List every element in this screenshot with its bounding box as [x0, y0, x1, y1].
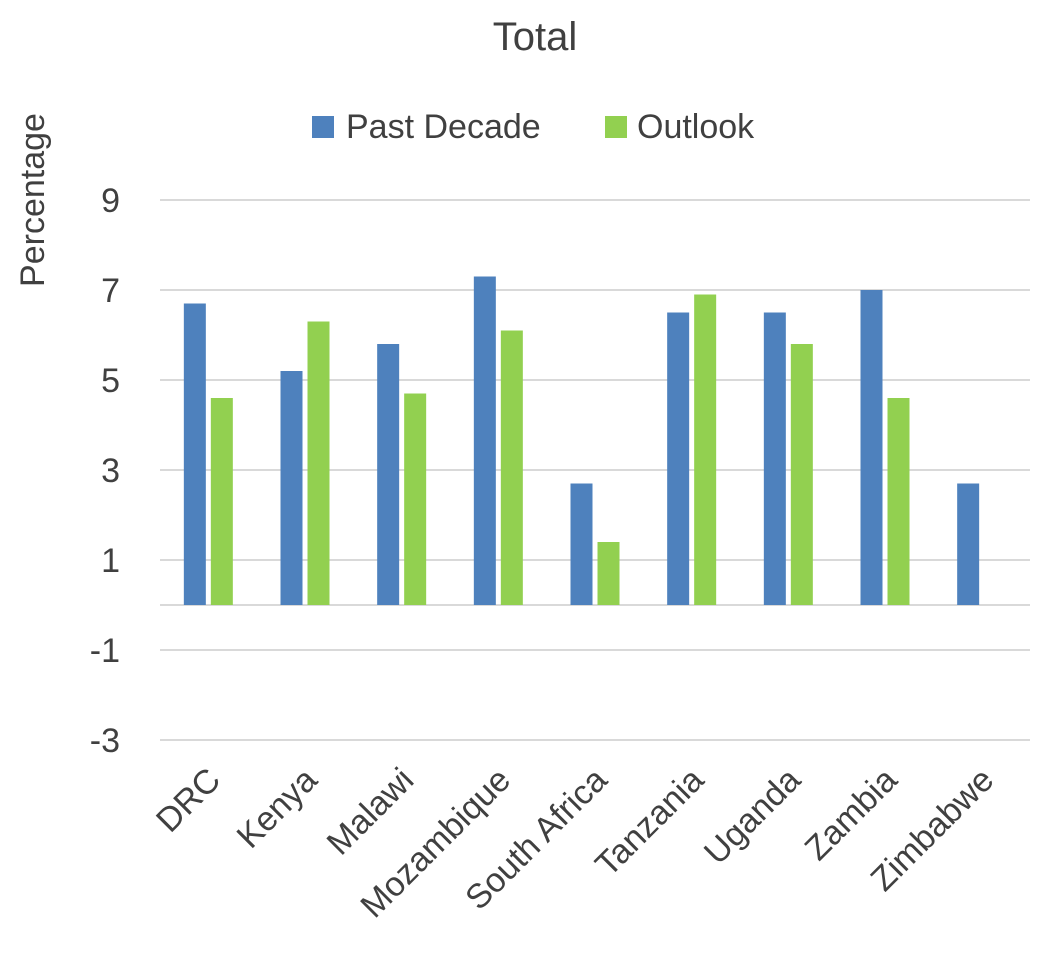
legend-swatch-outlook: [605, 116, 627, 138]
legend-swatch-past-decade: [312, 116, 334, 138]
y-tick-label: 1: [101, 542, 120, 580]
y-axis-tick-labels: -3 -1 1 3 5 7 9: [90, 182, 120, 760]
y-tick-label: -3: [90, 722, 120, 760]
legend-label-past-decade: Past Decade: [346, 108, 541, 146]
gridlines: [160, 199, 1030, 741]
bar-past-decade-zimbabwe: [957, 483, 980, 605]
bar-past-decade-drc: [183, 303, 206, 605]
bar-outlook-drc: [210, 398, 233, 605]
bar-past-decade-mozambique: [473, 276, 496, 605]
y-tick-label: 9: [101, 182, 120, 220]
bar-outlook-tanzania: [694, 294, 717, 605]
bar-past-decade-south-africa: [570, 483, 593, 605]
bars: [183, 276, 980, 605]
y-axis-title: Percentage: [14, 113, 52, 287]
bar-outlook-mozambique: [500, 330, 523, 605]
x-tick-label: Tanzania: [588, 761, 711, 884]
x-tick-label: Kenya: [230, 761, 325, 856]
legend: Past Decade Outlook: [312, 108, 755, 146]
legend-label-outlook: Outlook: [637, 108, 755, 146]
bar-past-decade-zambia: [860, 290, 883, 605]
y-tick-label: -1: [90, 632, 120, 670]
chart-title: Total: [493, 15, 578, 59]
bar-past-decade-tanzania: [667, 312, 690, 605]
y-tick-label: 5: [101, 362, 120, 400]
y-tick-label: 3: [101, 452, 120, 490]
y-tick-label: 7: [101, 272, 120, 310]
x-tick-label: DRC: [149, 761, 228, 840]
bar-past-decade-uganda: [763, 312, 786, 605]
bar-outlook-malawi: [404, 393, 427, 605]
bar-outlook-uganda: [790, 344, 813, 605]
bar-outlook-zambia: [887, 398, 910, 605]
bar-past-decade-malawi: [377, 344, 400, 605]
bar-outlook-kenya: [307, 321, 330, 605]
bar-outlook-south-africa: [597, 542, 620, 605]
x-tick-label: Uganda: [697, 761, 808, 872]
bar-past-decade-kenya: [280, 371, 303, 605]
